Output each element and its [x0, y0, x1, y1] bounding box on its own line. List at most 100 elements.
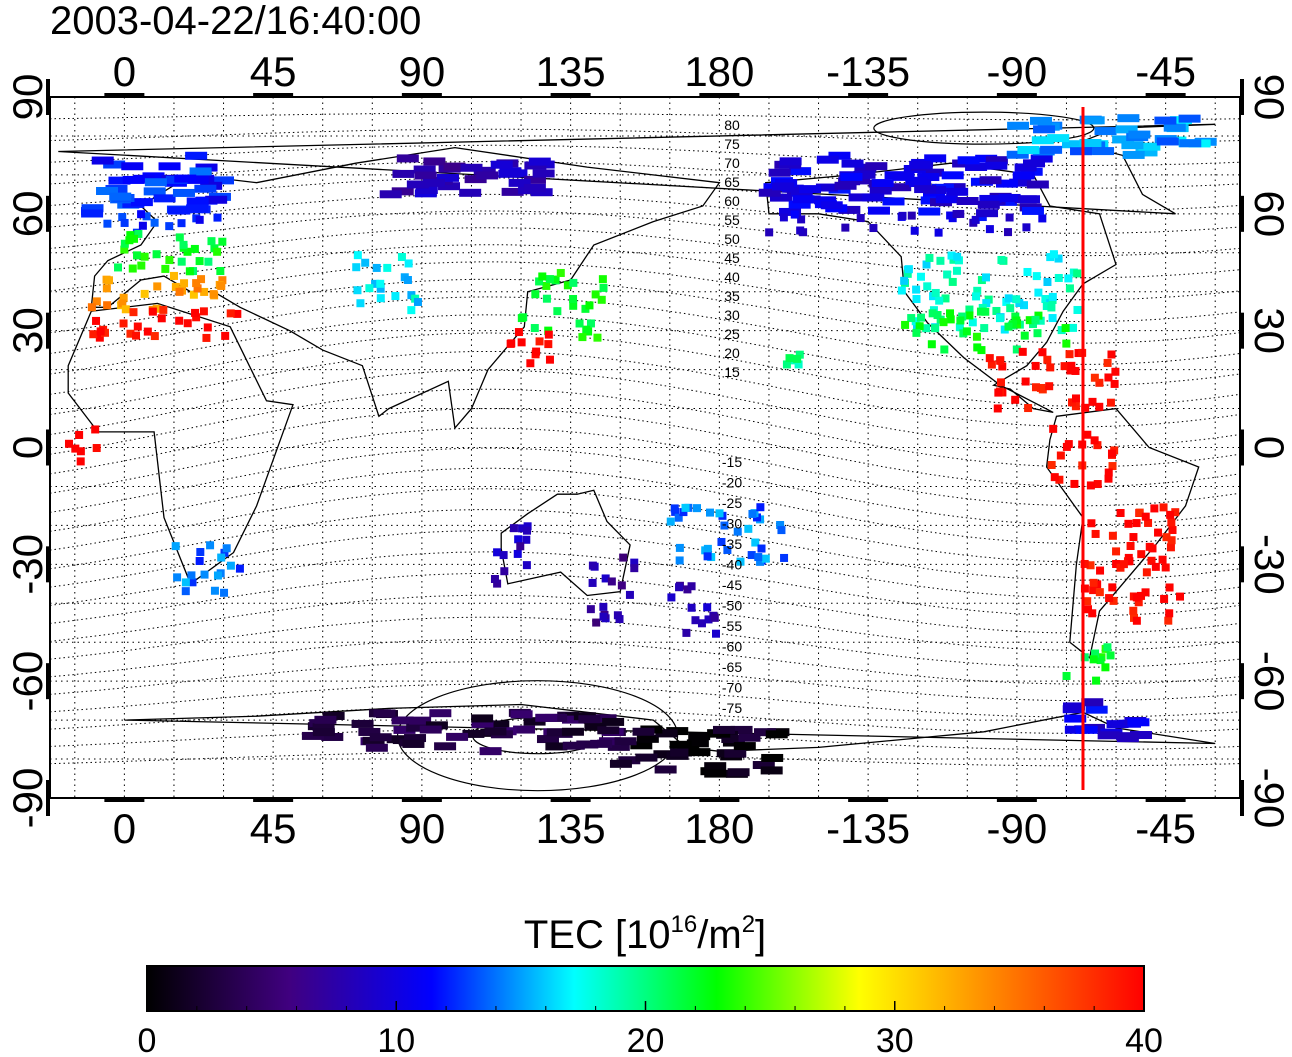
tec-cell	[675, 556, 684, 565]
tec-cell	[523, 175, 546, 184]
tec-cell	[501, 187, 524, 196]
tec-cell	[905, 176, 928, 185]
tec-cell	[898, 211, 907, 220]
tec-cell	[1175, 592, 1184, 601]
tec-cell	[137, 261, 146, 270]
tec-cell	[1129, 731, 1152, 740]
frame-tick-left	[46, 79, 50, 115]
tec-cell	[143, 327, 152, 336]
tec-cell	[1095, 402, 1104, 411]
tec-cell	[498, 169, 521, 178]
tec-cell	[993, 404, 1002, 413]
tec-cell	[1047, 303, 1056, 312]
tec-cell	[1006, 150, 1029, 159]
tec-cell	[1017, 146, 1040, 155]
tec-cell	[125, 236, 134, 245]
tec-cell	[220, 548, 229, 557]
tec-cell	[907, 211, 916, 220]
tec-cell	[936, 256, 945, 265]
tec-cell	[186, 175, 209, 184]
magnetic-lat-label: 45	[724, 250, 740, 266]
tec-cell	[588, 578, 597, 587]
frame-tick-bottom	[550, 798, 591, 802]
tec-cell	[153, 194, 176, 203]
tec-cell	[1145, 542, 1154, 551]
tec-cell	[177, 257, 186, 266]
tec-cell	[769, 193, 792, 202]
magnetic-contour	[50, 193, 1240, 234]
tec-cell	[985, 156, 1008, 165]
tec-cell	[979, 176, 1002, 185]
tec-cell	[196, 547, 205, 556]
tec-cell	[748, 509, 757, 518]
tec-cell	[782, 360, 791, 369]
tec-cell	[1066, 366, 1075, 375]
tec-cell	[161, 264, 170, 273]
tec-cell	[776, 521, 785, 530]
magnetic-contour	[50, 661, 1240, 702]
tec-cell	[971, 215, 980, 224]
magnetic-lat-label: -20	[722, 475, 742, 491]
tec-cell	[1151, 562, 1160, 571]
tec-cell	[720, 521, 729, 530]
tec-cell	[754, 553, 763, 562]
tec-cell	[1129, 606, 1138, 615]
tec-cell	[931, 324, 940, 333]
tec-cell	[1033, 125, 1056, 134]
tec-cell	[1126, 541, 1135, 550]
tec-cell	[1167, 518, 1176, 527]
tec-cell	[1108, 462, 1117, 471]
magnetic-contour	[50, 261, 1240, 323]
tec-cell	[1125, 557, 1134, 566]
tec-cell	[985, 225, 994, 234]
tec-cell	[1134, 598, 1143, 607]
tec-cell	[203, 323, 212, 332]
tec-cell	[509, 524, 518, 533]
tec-cell	[459, 188, 482, 197]
tec-cell	[632, 727, 655, 736]
lat-label-right: 30	[1246, 307, 1292, 354]
tec-cell	[912, 285, 921, 294]
tec-cell	[202, 333, 211, 342]
colorbar: TEC [1016/m2] 0 10 20 30 40	[138, 911, 1163, 1057]
magnetic-lat-label: 65	[724, 174, 740, 190]
tec-cell	[1031, 383, 1040, 392]
tec-cell	[1154, 528, 1163, 537]
tec-cell	[523, 526, 532, 535]
tec-cell	[523, 717, 546, 726]
tec-cell	[1112, 547, 1121, 556]
tec-cell	[955, 323, 964, 332]
tec-cell	[1141, 512, 1150, 521]
tec-cell	[946, 187, 969, 196]
tec-cell	[710, 613, 719, 622]
tec-cell	[1158, 555, 1167, 564]
magnetic-contour	[50, 128, 1240, 144]
frame-tick-left	[46, 663, 50, 700]
magnetic-lat-label: 15	[724, 364, 740, 380]
tec-cell	[1081, 698, 1104, 707]
frame-tick-right	[1240, 780, 1244, 816]
tec-cell	[1009, 320, 1018, 329]
tec-cell	[460, 163, 483, 172]
tec-cell	[1165, 583, 1174, 592]
tec-cell	[838, 177, 861, 186]
tec-cell	[625, 590, 634, 599]
tec-cell	[928, 309, 937, 318]
tec-cell	[1064, 440, 1073, 449]
tec-cell	[92, 316, 101, 325]
tec-cell	[636, 734, 659, 743]
colorbar-title: TEC [1016/m2]	[524, 911, 766, 957]
tec-cell	[150, 332, 159, 341]
tec-cell	[892, 172, 915, 181]
tec-cell	[133, 322, 142, 331]
tec-cell	[415, 186, 438, 195]
tec-cell	[917, 173, 940, 182]
tec-cell	[517, 314, 526, 323]
tec-cell	[535, 713, 558, 722]
magnetic-contour	[50, 408, 1240, 487]
tec-cell	[1045, 382, 1054, 391]
tec-cell	[968, 318, 977, 327]
tec-cell	[142, 212, 151, 221]
tec-cell	[217, 553, 226, 562]
tec-cell	[730, 725, 753, 734]
